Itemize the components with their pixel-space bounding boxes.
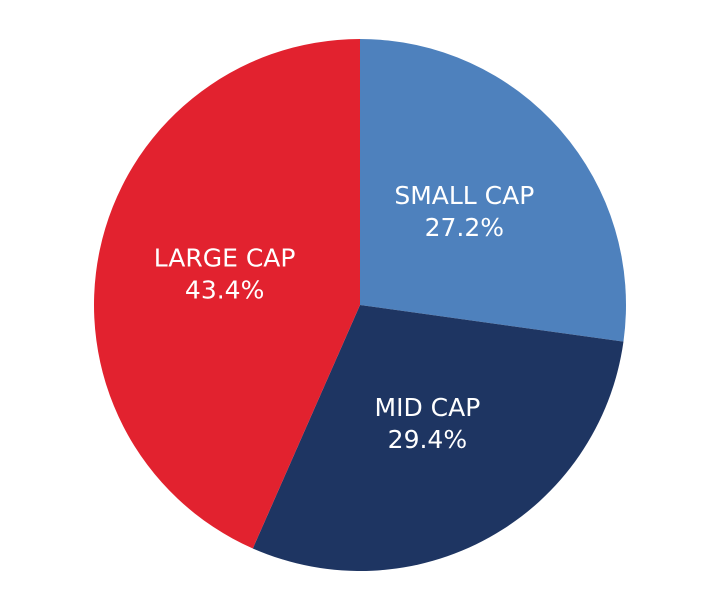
pie-slice-small-cap: [360, 39, 626, 342]
slice-value-small-cap: 27.2%: [425, 213, 504, 242]
slice-value-large-cap: 43.4%: [185, 276, 264, 305]
pie-slice-mid-cap: [252, 305, 624, 571]
labels-layer: SMALL CAP 27.2% MID CAP 29.4% LARGE CAP 43.4%: [154, 181, 535, 454]
slice-label-mid-cap: MID CAP: [375, 393, 481, 422]
slices-layer: [94, 39, 626, 571]
slice-label-small-cap: SMALL CAP: [394, 181, 534, 210]
slice-value-mid-cap: 29.4%: [388, 425, 467, 454]
slice-label-large-cap: LARGE CAP: [154, 244, 296, 273]
pie-slice-large-cap: [94, 39, 361, 549]
